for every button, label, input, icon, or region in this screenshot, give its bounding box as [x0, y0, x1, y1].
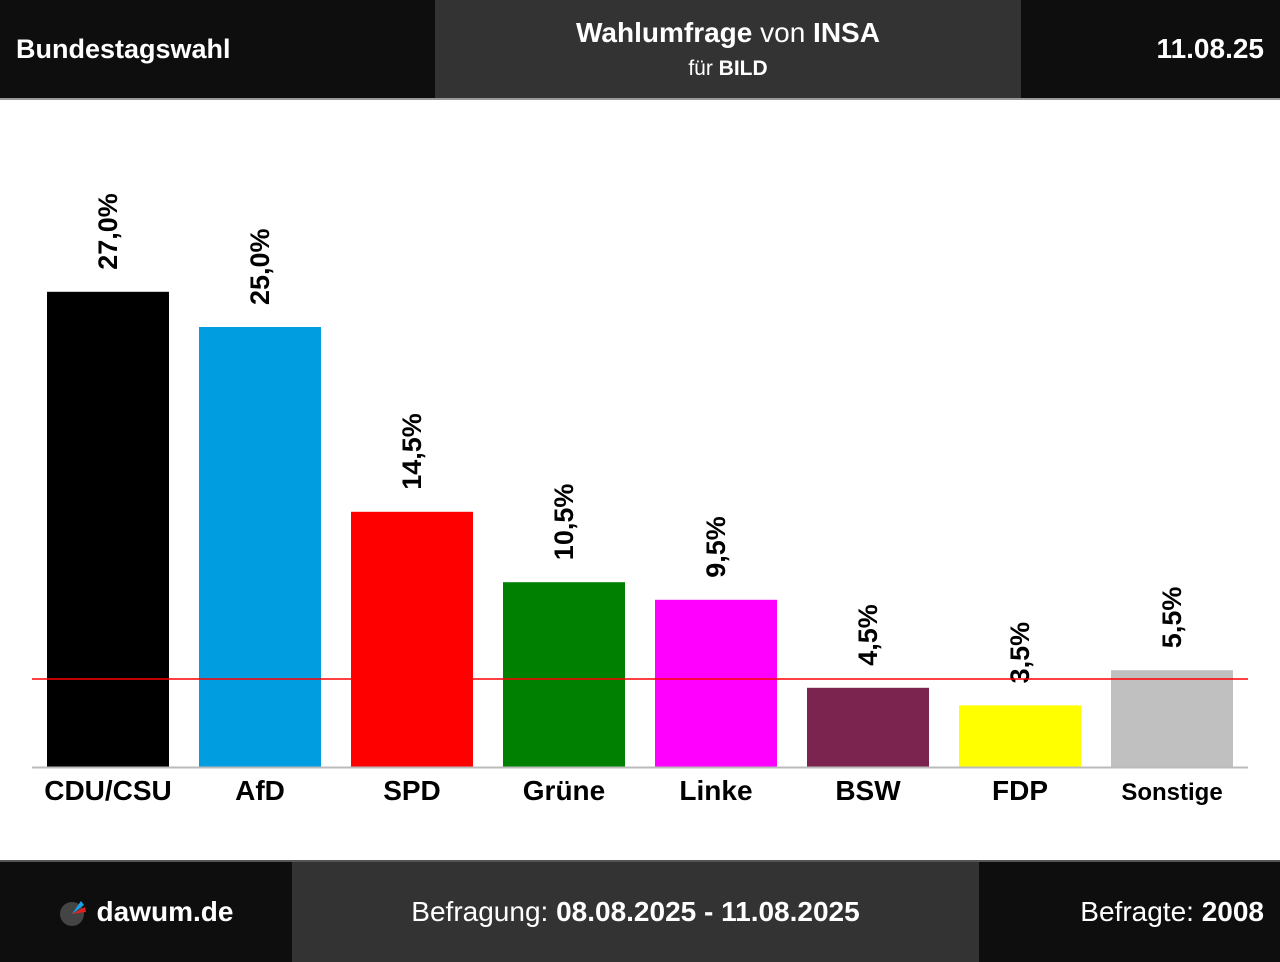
dawum-logo-icon — [59, 901, 86, 926]
bar-1 — [199, 327, 321, 767]
election-type: Bundestagswahl — [0, 0, 435, 98]
value-label-2: 14,5% — [397, 413, 427, 490]
header: Bundestagswahl Wahlumfrage von INSA für … — [0, 0, 1280, 100]
value-label-0: 27,0% — [93, 193, 123, 270]
category-label-0: CDU/CSU — [44, 775, 172, 806]
logo-text: dawum.de — [96, 896, 234, 927]
bar-2 — [351, 511, 473, 767]
category-label-1: AfD — [235, 775, 285, 806]
category-label-4: Linke — [679, 775, 752, 806]
category-label-3: Grüne — [523, 775, 605, 806]
value-label-5: 4,5% — [853, 604, 883, 666]
value-label-4: 9,5% — [701, 516, 731, 578]
bar-5 — [807, 687, 929, 767]
sample-size: 2008 — [1201, 896, 1264, 927]
value-label-3: 10,5% — [549, 484, 579, 561]
category-label-7: Sonstige — [1121, 779, 1222, 806]
bar-0 — [47, 291, 169, 767]
bar-3 — [503, 582, 625, 767]
title-mid: von — [752, 17, 814, 48]
bar-chart: 27,0% CDU/CSU 25,0% AfD 14,5% SPD 10,5% Grüne 9,… — [32, 193, 1248, 806]
survey-period: 08.08.2025 - 11.08.2025 — [556, 896, 860, 927]
value-label-1: 25,0% — [245, 228, 275, 305]
client-prefix: für — [688, 57, 719, 80]
value-label-7: 5,5% — [1157, 587, 1187, 649]
client: BILD — [718, 57, 768, 80]
bar-7 — [1111, 670, 1233, 767]
sample-label: Befragte: — [1080, 896, 1202, 927]
poll-title: Wahlumfrage von INSA für BILD — [435, 0, 1021, 98]
institute: INSA — [813, 17, 880, 48]
bar-6 — [959, 705, 1081, 767]
bar-4 — [655, 599, 777, 767]
poll-date: 11.08.25 — [1021, 0, 1280, 98]
category-label-6: FDP — [992, 775, 1048, 806]
category-label-5: BSW — [835, 775, 901, 806]
category-label-2: SPD — [383, 775, 441, 806]
title-bold: Wahlumfrage — [576, 17, 753, 48]
footer: dawum.de Befragung: 08.08.2025 - 11.08.2… — [0, 860, 1280, 962]
period-label: Befragung: — [411, 896, 557, 927]
value-label-6: 3,5% — [1005, 622, 1035, 684]
